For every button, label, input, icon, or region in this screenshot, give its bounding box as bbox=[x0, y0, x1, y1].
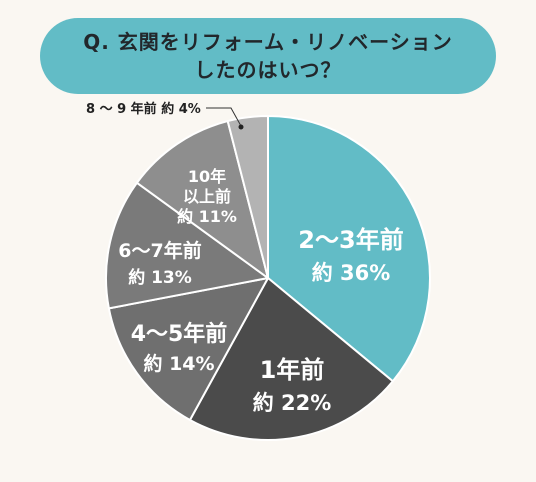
slice-value-3: 約 14% bbox=[143, 352, 214, 375]
chart-title: Q. 玄関をリフォーム・リノベーション したのはいつ？ bbox=[40, 18, 496, 94]
pie-slice-4 bbox=[105, 181, 269, 310]
chart-title-line-1: Q. 玄関をリフォーム・リノベーション bbox=[83, 30, 453, 54]
slice-label-1-line-1: 2～3年前 bbox=[298, 226, 403, 254]
pie-slice-5 bbox=[135, 120, 269, 279]
pie-slice-1 bbox=[267, 115, 431, 383]
slice-label-4-line-1: 6～7年前 bbox=[118, 239, 201, 262]
callout-label: 8 ～ 9 年前 約 4% bbox=[86, 101, 201, 117]
slice-value-5: 約 11% bbox=[177, 207, 237, 226]
slice-value-2: 約 22% bbox=[253, 391, 332, 415]
pie-slice-2 bbox=[188, 277, 394, 441]
slice-label-5-line-2: 以上前 bbox=[183, 187, 231, 206]
pie-slice-3 bbox=[107, 277, 269, 421]
callout-leader-line bbox=[206, 107, 242, 127]
slice-label-5-line-1: 10年 bbox=[188, 167, 226, 186]
chart-title-line-2: したのはいつ？ bbox=[194, 58, 342, 82]
slice-label-2-line-1: 1年前 bbox=[260, 356, 325, 384]
pie-slice-6 bbox=[226, 115, 269, 279]
slice-value-1: 約 36% bbox=[312, 261, 391, 285]
slice-label-3-line-1: 4～5年前 bbox=[131, 321, 228, 347]
callout-dot bbox=[238, 124, 244, 130]
slice-value-4: 約 13% bbox=[128, 267, 192, 288]
